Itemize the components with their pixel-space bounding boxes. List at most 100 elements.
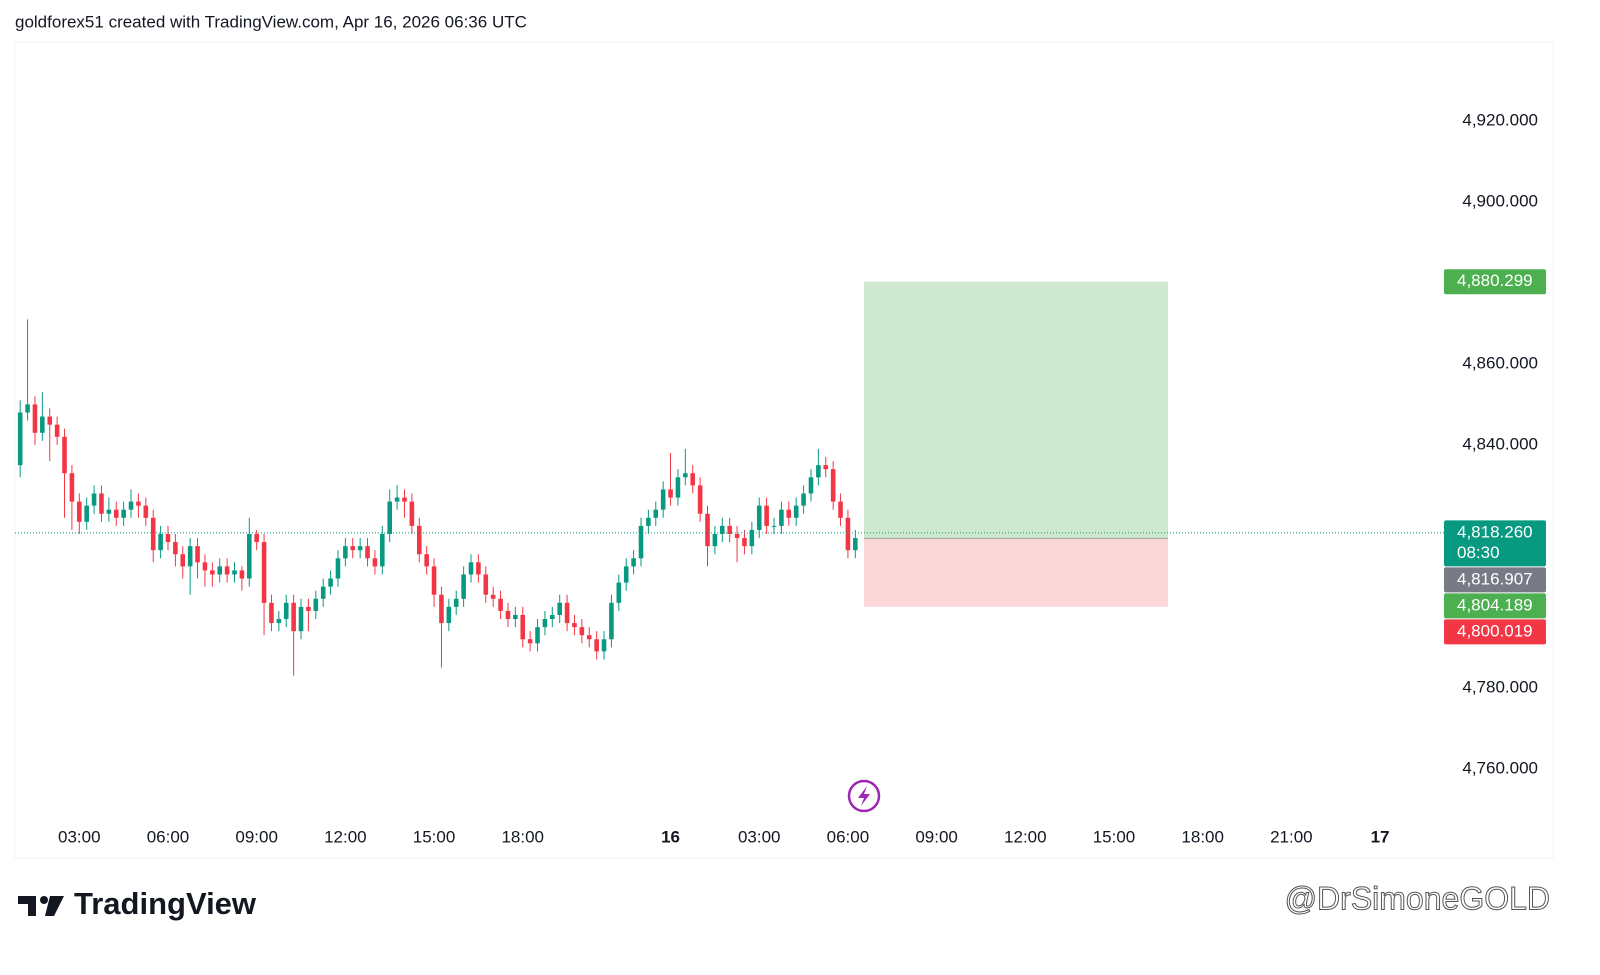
x-tick-label: 16 bbox=[661, 827, 680, 846]
candle-body bbox=[779, 509, 784, 526]
candle-body bbox=[69, 473, 75, 502]
candle-body bbox=[431, 566, 437, 595]
candle-body bbox=[276, 619, 282, 624]
candle-body bbox=[683, 473, 688, 478]
candle-body bbox=[845, 517, 851, 551]
candle-body bbox=[719, 525, 725, 534]
candle-body bbox=[734, 533, 740, 539]
candle-body bbox=[394, 497, 400, 502]
candle-body bbox=[357, 546, 363, 551]
candle-body bbox=[542, 619, 548, 628]
price-label: 4,800.019 bbox=[1457, 621, 1533, 640]
y-tick-label: 4,860.000 bbox=[1462, 353, 1538, 372]
candle-body bbox=[830, 469, 836, 502]
candle-body bbox=[128, 501, 134, 510]
candle-body bbox=[586, 635, 592, 640]
candle-body bbox=[623, 566, 629, 583]
candle-body bbox=[838, 501, 843, 518]
alert-icon bbox=[847, 779, 881, 813]
candle-body bbox=[77, 501, 82, 522]
candle-body bbox=[32, 404, 38, 433]
candle-body bbox=[150, 517, 156, 551]
candle-body bbox=[335, 558, 341, 579]
candle-body bbox=[350, 546, 356, 551]
x-tick-label: 18:00 bbox=[501, 827, 544, 846]
x-tick-label: 06:00 bbox=[827, 827, 870, 846]
candle-body bbox=[40, 416, 45, 433]
candle-body bbox=[343, 546, 348, 559]
candle-body bbox=[660, 489, 666, 510]
candle-body bbox=[808, 477, 814, 494]
candle-body bbox=[113, 509, 119, 518]
y-tick-label: 4,920.000 bbox=[1462, 110, 1538, 129]
candle-body bbox=[54, 424, 60, 437]
price-label: 4,804.189 bbox=[1457, 595, 1533, 614]
x-tick-label: 15:00 bbox=[413, 827, 456, 846]
candle-body bbox=[320, 586, 326, 599]
candle-body bbox=[165, 533, 171, 543]
candle-body bbox=[291, 602, 296, 632]
candle-body bbox=[609, 602, 614, 640]
candle-body bbox=[764, 505, 769, 526]
candle-body bbox=[756, 505, 762, 530]
candle-body bbox=[202, 562, 208, 571]
candle-body bbox=[601, 639, 607, 652]
candle-body bbox=[653, 509, 659, 518]
candle-body bbox=[550, 614, 555, 620]
candle-body bbox=[594, 639, 599, 652]
candle-body bbox=[690, 473, 696, 486]
candle-body bbox=[47, 416, 53, 425]
candle-body bbox=[158, 533, 163, 551]
candle-body bbox=[387, 501, 392, 534]
x-tick-label: 03:00 bbox=[738, 827, 781, 846]
price-label-box bbox=[1444, 567, 1546, 593]
candle-body bbox=[210, 570, 215, 575]
candle-body bbox=[106, 509, 112, 514]
candle-body bbox=[409, 501, 415, 526]
x-tick-label: 03:00 bbox=[58, 827, 101, 846]
candle-body bbox=[646, 517, 651, 526]
candle-body bbox=[535, 627, 540, 644]
price-label-box bbox=[1444, 520, 1546, 567]
candle-body bbox=[25, 404, 30, 413]
candle-body bbox=[557, 602, 562, 615]
candle-body bbox=[217, 566, 223, 575]
candle-body bbox=[697, 485, 703, 514]
candle-body bbox=[143, 505, 149, 518]
y-tick-label: 4,780.000 bbox=[1462, 677, 1538, 696]
candle-body bbox=[490, 594, 496, 599]
candle-body bbox=[439, 594, 444, 624]
candle-body bbox=[84, 505, 89, 522]
x-tick-label: 06:00 bbox=[147, 827, 190, 846]
brand: TradingView bbox=[74, 886, 257, 921]
candle-body bbox=[246, 533, 252, 579]
candle-body bbox=[365, 546, 370, 559]
candle-body bbox=[742, 538, 747, 547]
price-label: 4,818.260 bbox=[1457, 522, 1533, 541]
x-tick-label: 15:00 bbox=[1093, 827, 1136, 846]
profit-zone bbox=[864, 281, 1168, 539]
candle-body bbox=[505, 610, 511, 620]
candle-body bbox=[261, 542, 267, 603]
candle-body bbox=[631, 558, 636, 567]
candle-body bbox=[121, 509, 126, 518]
candle-body bbox=[283, 602, 289, 620]
candle-body bbox=[801, 493, 806, 506]
price-label-box bbox=[1444, 593, 1546, 619]
candle-body bbox=[786, 509, 792, 518]
candle-body bbox=[17, 412, 23, 466]
candle-body bbox=[328, 578, 333, 587]
candle-body bbox=[187, 546, 193, 567]
price-countdown: 08:30 bbox=[1457, 543, 1500, 562]
price-label: 4,816.907 bbox=[1457, 569, 1533, 588]
header: goldforex51 created with TradingView.com… bbox=[15, 12, 527, 31]
x-tick-label: 12:00 bbox=[1004, 827, 1047, 846]
candle-body bbox=[853, 538, 858, 551]
candle-body bbox=[461, 574, 466, 599]
x-tick-label: 12:00 bbox=[324, 827, 367, 846]
candle-body bbox=[468, 562, 474, 575]
candle-body bbox=[564, 602, 570, 624]
candle-body bbox=[173, 542, 178, 555]
candle-body bbox=[91, 493, 97, 506]
